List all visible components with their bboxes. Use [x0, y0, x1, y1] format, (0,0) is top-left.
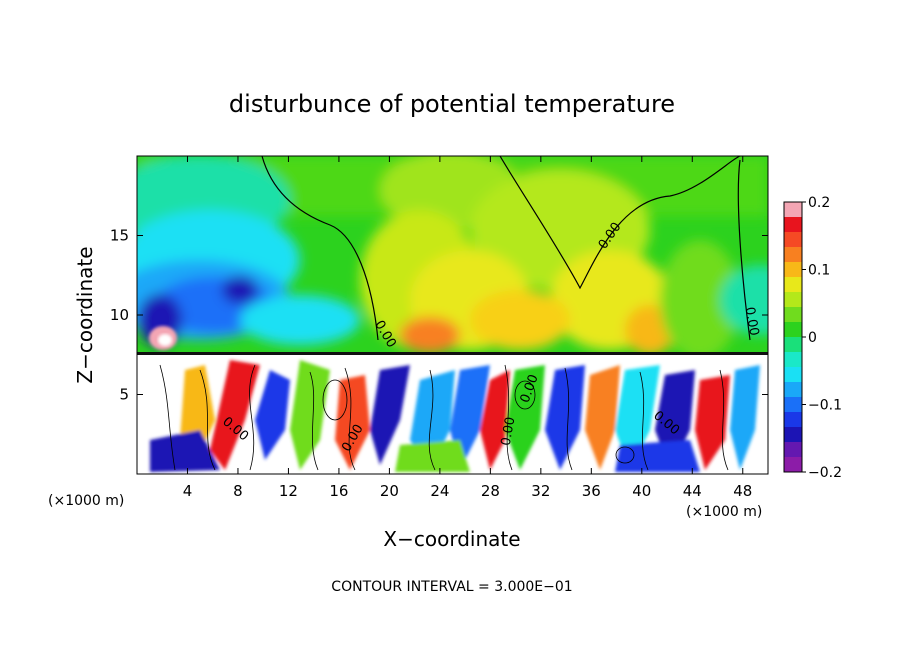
colorbar-swatch [784, 262, 802, 278]
colorbar-swatch [784, 292, 802, 308]
x-axis-ticks: 4 8 12 16 20 24 28 32 36 40 44 48 [183, 156, 752, 500]
colorbar-ticks: 0.2 0.1 0 −0.1 −0.2 [802, 195, 842, 481]
x-unit-label-left: (×1000 m) [48, 493, 124, 509]
x-axis-label: X−coordinate [383, 527, 520, 551]
colorbar-swatch [784, 217, 802, 233]
x-tick-label: 32 [531, 482, 550, 500]
x-tick-label: 24 [430, 482, 449, 500]
colorbar-tick-label: 0.1 [808, 263, 830, 279]
x-tick-label: 44 [683, 482, 702, 500]
x-tick-label: 8 [233, 482, 243, 500]
x-unit-label-right: (×1000 m) [686, 504, 762, 520]
colorbar-swatch [784, 232, 802, 248]
x-tick-label: 12 [279, 482, 298, 500]
x-tick-label: 20 [380, 482, 399, 500]
colorbar-swatch [784, 382, 802, 398]
colorbar-swatch [784, 412, 802, 428]
x-tick-label: 28 [481, 482, 500, 500]
heatmap-field: 0.000.00 0.000.00 0.00 0.000.000.00 [137, 156, 768, 474]
colorbar-tick-label: 0 [808, 330, 817, 346]
lower-layer [137, 355, 768, 474]
colorbar-swatch [784, 442, 802, 458]
colorbar-swatch [784, 307, 802, 323]
colorbar-swatch [784, 247, 802, 263]
x-tick-label: 16 [329, 482, 348, 500]
colorbar-swatch [784, 322, 802, 338]
x-tick-label: 36 [582, 482, 601, 500]
zero-contour-right [737, 159, 751, 341]
colorbar-tick-label: −0.2 [808, 465, 842, 481]
colorbar-swatch [784, 397, 802, 413]
y-axis-label: Z−coordinate [73, 246, 97, 383]
tropopause-band [137, 352, 768, 355]
colorbar-swatch [784, 367, 802, 383]
colorbar [784, 202, 802, 473]
colorbar-swatch [784, 277, 802, 293]
x-tick-label: 40 [632, 482, 651, 500]
chart-title: disturbunce of potential temperature [229, 90, 675, 118]
y-tick-label: 5 [119, 386, 129, 404]
colorbar-swatch [784, 352, 802, 368]
contour-label: 0.00 [499, 416, 519, 447]
contour-interval-note: CONTOUR INTERVAL = 3.000E−01 [331, 579, 572, 595]
zero-contour-left [261, 156, 379, 341]
x-tick-label: 4 [183, 482, 193, 500]
contour-label: 0.00 [742, 306, 762, 337]
y-tick-label: 15 [110, 227, 129, 245]
x-tick-label: 48 [733, 482, 752, 500]
colorbar-tick-label: 0.2 [808, 195, 830, 211]
zero-contour-middle [499, 156, 741, 290]
contour-label-group: 0.000.00 0.000.00 0.00 0.000.000.00 [219, 220, 761, 455]
colorbar-swatch [784, 427, 802, 443]
colorbar-swatch [784, 202, 802, 218]
upper-layer [137, 156, 768, 360]
zero-contours [261, 156, 751, 341]
y-tick-label: 10 [110, 306, 129, 324]
colorbar-tick-label: −0.1 [808, 398, 842, 414]
y-axis-ticks: 5 10 15 [110, 227, 768, 404]
colorbar-swatch [784, 337, 802, 353]
colorbar-swatch [784, 457, 802, 473]
